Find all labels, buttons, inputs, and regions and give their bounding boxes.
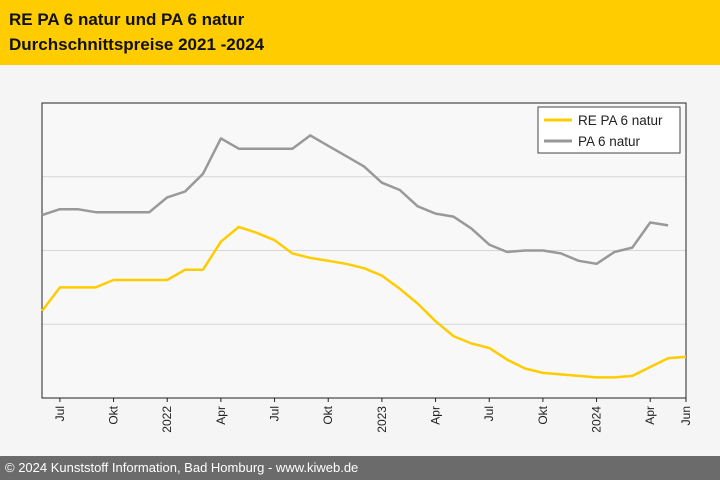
x-tick-label: 2023 — [375, 406, 389, 433]
x-tick-label: 2024 — [590, 406, 604, 433]
title-banner: RE PA 6 natur und PA 6 natur Durchschnit… — [0, 0, 720, 65]
x-tick-label: Apr — [214, 406, 228, 425]
legend-label-1: PA 6 natur — [578, 134, 641, 149]
footer-bar: © 2024 Kunststoff Information, Bad Hombu… — [0, 456, 720, 480]
x-tick-label: Apr — [643, 406, 657, 425]
x-tick-label: Jun — [679, 406, 693, 425]
price-line-chart: Jul Okt 2022 Apr Jul Okt 2023 Apr Jul Okt 2024 Apr J… — [41, 102, 693, 433]
x-tick-label: 2022 — [160, 406, 174, 433]
copyright-text: © 2024 Kunststoff Information, Bad Hombu… — [5, 460, 359, 475]
x-tick-label: Jul — [482, 406, 496, 421]
chart-title-line2: Durchschnittspreise 2021 -2024 — [9, 35, 265, 54]
x-tick-label: Apr — [429, 406, 443, 425]
x-tick-label: Jul — [268, 406, 282, 421]
chart-title-line1: RE PA 6 natur und PA 6 natur — [9, 10, 245, 29]
x-tick-label: Okt — [321, 405, 335, 424]
series-line-0 — [41, 225, 687, 379]
legend-label-0: RE PA 6 natur — [578, 113, 663, 128]
legend-box — [537, 106, 681, 154]
series-line-1 — [41, 134, 669, 266]
x-tick-label: Okt — [107, 405, 121, 424]
legend: RE PA 6 natur PA 6 natur — [537, 106, 681, 154]
x-tick-label: Okt — [536, 405, 550, 424]
x-tick-label: Jul — [53, 406, 67, 421]
